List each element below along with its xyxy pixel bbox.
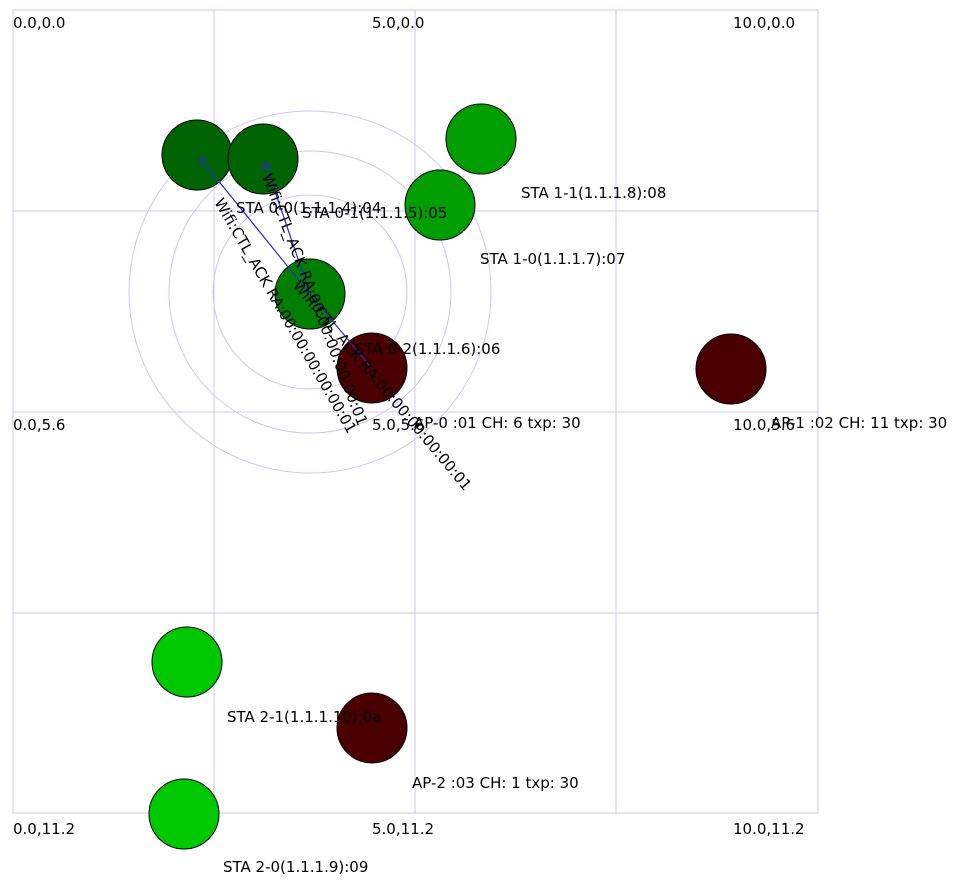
- access-point-node-ap-1[interactable]: [695, 333, 767, 405]
- coord-label-top-middle: 5.0,0.0: [372, 14, 424, 32]
- station-node-sta-2-0[interactable]: [148, 778, 220, 850]
- label-sta-2-0: STA 2-0(1.1.1.9):09: [223, 858, 368, 876]
- coord-label-top-right: 10.0,0.0: [733, 14, 795, 32]
- coord-label-center: 5.0,5.6: [372, 416, 424, 434]
- coord-label-bottom-right: 10.0,11.2: [733, 820, 805, 838]
- arrowhead-icon: [261, 160, 272, 172]
- label-ap-1: AP-1 :02 CH: 11 txp: 30: [771, 414, 947, 432]
- coord-label-middle-right: 10.0,5.6: [733, 416, 795, 434]
- station-node-sta-2-1[interactable]: [151, 626, 223, 698]
- station-node-sta-0-0[interactable]: [161, 119, 233, 191]
- access-point-node-ap-0[interactable]: [336, 332, 408, 404]
- range-ring-middle: [168, 150, 452, 434]
- label-sta-1-0: STA 1-0(1.1.1.7):07: [480, 250, 625, 268]
- coord-label-middle-left: 0.0,5.6: [13, 416, 65, 434]
- coord-label-top-left: 0.0,0.0: [13, 14, 65, 32]
- station-node-sta-1-0[interactable]: [404, 169, 476, 241]
- nodes: [148, 103, 767, 850]
- node-labels: STA 0-0(1.1.1.4):04 STA 0-1(1.1.1.5):05 …: [223, 184, 947, 876]
- range-rings: [128, 110, 492, 474]
- label-sta-2-1: STA 2-1(1.1.1.10):0a: [227, 708, 382, 726]
- packet-arrow-to-sta-0-0: [199, 157, 311, 295]
- label-sta-0-1: STA 0-1(1.1.1.5):05: [302, 204, 447, 222]
- packet-arrow-to-sta-0-1: [264, 161, 311, 295]
- coord-label-bottom-middle: 5.0,11.2: [372, 820, 434, 838]
- packet-arrow-to-ap-0: [309, 293, 371, 367]
- label-sta-0-2: STA 0-2(1.1.1.6):06: [355, 340, 500, 358]
- access-point-node-ap-2[interactable]: [336, 692, 408, 764]
- coordinate-labels: 0.0,0.0 5.0,0.0 10.0,0.0 0.0,5.6 5.0,5.6…: [13, 14, 805, 838]
- label-sta-0-0: STA 0-0(1.1.1.4):04: [236, 199, 381, 217]
- range-ring-outer: [128, 110, 492, 474]
- coord-label-bottom-left: 0.0,11.2: [13, 820, 75, 838]
- range-ring-inner: [212, 194, 408, 390]
- station-node-sta-1-1[interactable]: [445, 103, 517, 175]
- label-sta-1-1: STA 1-1(1.1.1.8):08: [521, 184, 666, 202]
- label-ap-2: AP-2 :03 CH: 1 txp: 30: [412, 774, 579, 792]
- label-ap-0: AP-0 :01 CH: 6 txp: 30: [414, 414, 581, 432]
- packet-arrows: [199, 157, 371, 367]
- station-node-sta-0-1[interactable]: [227, 123, 299, 195]
- arrowhead-icon: [199, 157, 209, 167]
